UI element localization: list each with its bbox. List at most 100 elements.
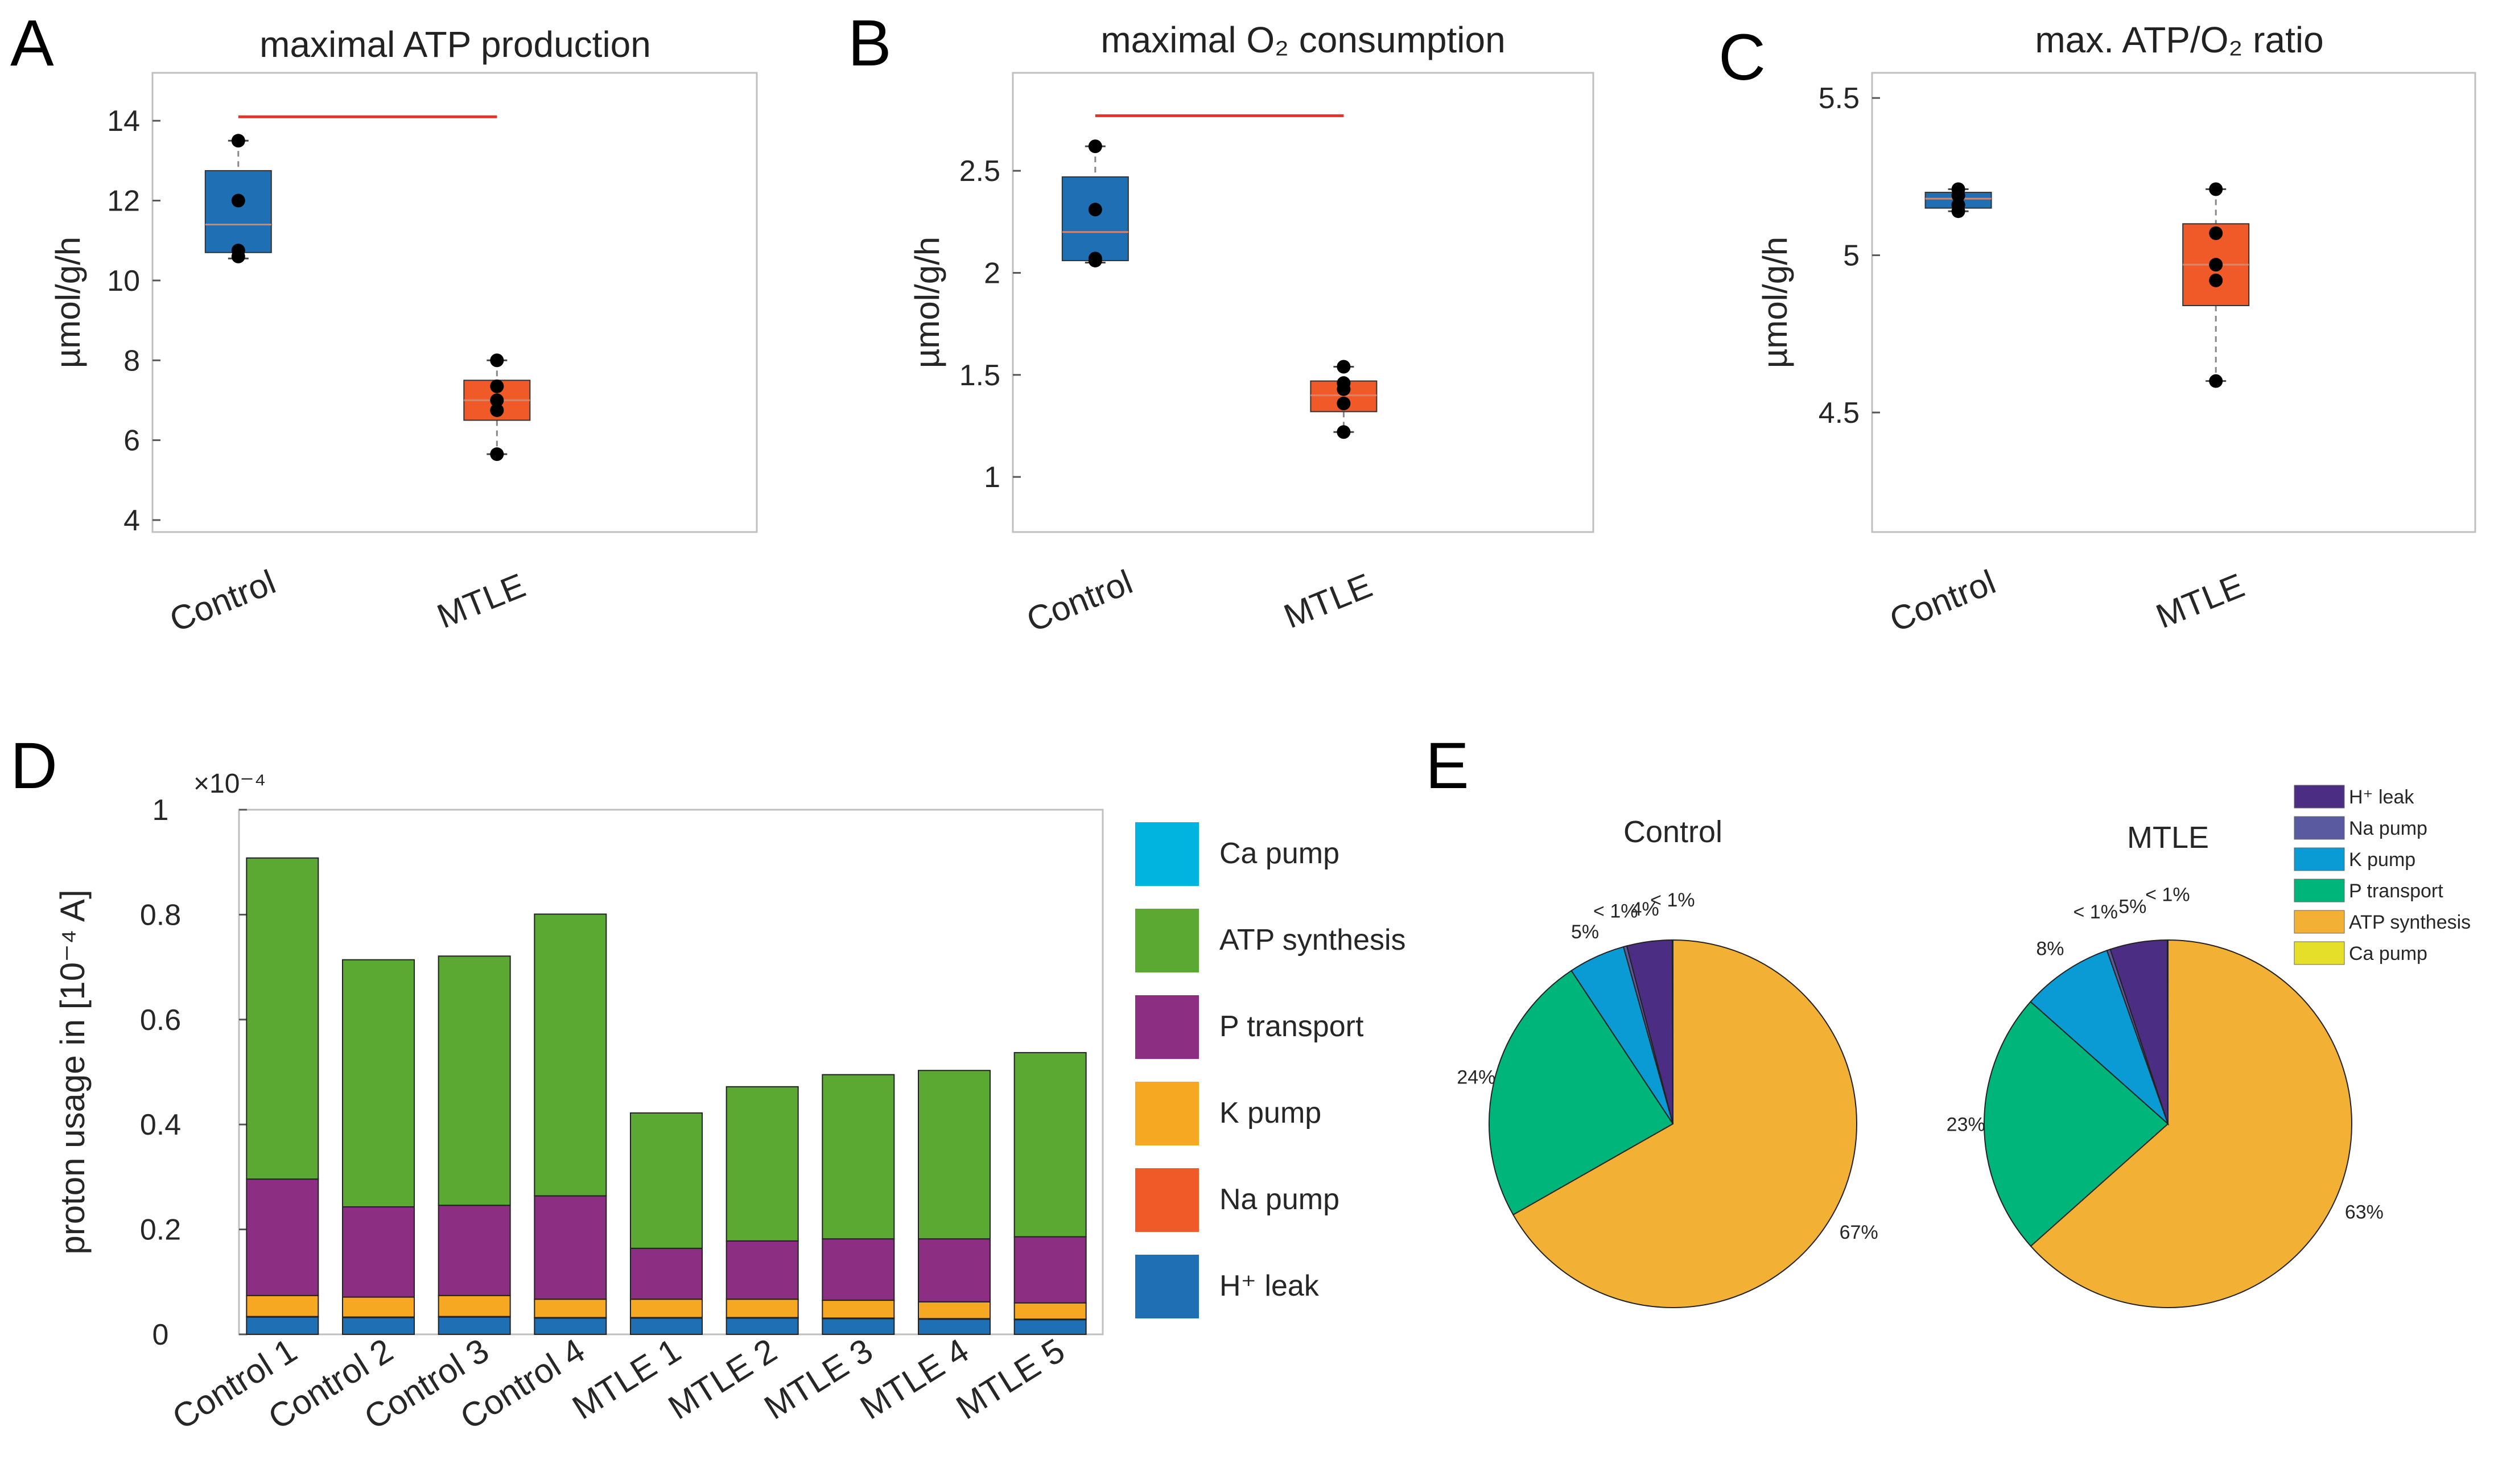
legend-swatch-h-leak bbox=[1135, 1255, 1199, 1318]
bar-segment-p-transport bbox=[725, 1240, 799, 1300]
panel-letter-b: B bbox=[848, 7, 892, 80]
x-category-label: MTLE 4 bbox=[854, 1331, 975, 1427]
data-point bbox=[1088, 203, 1102, 217]
y-tick-label: 14 bbox=[107, 105, 140, 138]
x-category-label: MTLE 5 bbox=[950, 1331, 1071, 1427]
data-point bbox=[490, 393, 504, 407]
pie-slice-label: 63% bbox=[2345, 1202, 2384, 1223]
bar-segment-p-transport bbox=[822, 1238, 895, 1301]
y-tick-label: 0.4 bbox=[140, 1108, 181, 1141]
x-category-label: Control bbox=[1885, 563, 2001, 640]
legend-label: K pump bbox=[1219, 1096, 1321, 1130]
legend-swatch-atp-synthesis bbox=[1135, 909, 1199, 972]
bar-segment-atp-synthesis bbox=[725, 1086, 799, 1242]
bar-segment-p-transport bbox=[438, 1205, 511, 1296]
y-tick-label: 0.8 bbox=[140, 898, 181, 931]
pie-legend-swatch-k-pump bbox=[2294, 847, 2345, 871]
legend-swatch-na-pump bbox=[1135, 1168, 1199, 1232]
pie-title: MTLE bbox=[2127, 821, 2209, 855]
chart-title: maximal O₂ consumption bbox=[1100, 19, 1505, 60]
plot-frame bbox=[151, 72, 758, 533]
pie-legend-label: Ca pump bbox=[2349, 943, 2427, 964]
plot-frame bbox=[1871, 72, 2476, 533]
box-control bbox=[1061, 176, 1129, 261]
legend-label: ATP synthesis bbox=[1219, 924, 1406, 957]
chart-title: maximal ATP production bbox=[259, 24, 651, 65]
bar-segment-p-transport bbox=[1013, 1236, 1087, 1304]
bar-segment-atp-synthesis bbox=[246, 857, 319, 1180]
y-tick-label: 0 bbox=[152, 1318, 169, 1351]
data-point bbox=[1337, 397, 1351, 411]
pie-slice-p-transport bbox=[1984, 1001, 2169, 1247]
y-axis-scale-note: ×10⁻⁴ bbox=[193, 769, 266, 799]
data-point bbox=[2209, 273, 2223, 287]
legend-swatch-p-transport bbox=[1135, 995, 1199, 1059]
chart-title: max. ATP/O₂ ratio bbox=[2035, 19, 2323, 60]
pie-slice-label: < 1% bbox=[2145, 884, 2190, 905]
bar-segment-h-leak bbox=[822, 1318, 895, 1335]
bar-segment-atp-synthesis bbox=[534, 913, 607, 1197]
bar-segment-p-transport bbox=[918, 1238, 991, 1302]
bar-segment-k-pump bbox=[246, 1295, 319, 1317]
panel-a-atp-production-boxplot: maximal ATP production µmol/g/h 4 6 8 10 12 14 C… bbox=[49, 24, 758, 640]
bar-segment-h-leak bbox=[630, 1317, 703, 1335]
bar-segment-p-transport bbox=[534, 1195, 607, 1300]
bar-segment-k-pump bbox=[822, 1300, 895, 1319]
data-point bbox=[2209, 226, 2223, 240]
pie-legend-swatch-na-pump bbox=[2294, 816, 2345, 840]
y-tick-label: 5 bbox=[1843, 240, 1860, 273]
data-point bbox=[1088, 253, 1102, 267]
bar-segment-atp-synthesis bbox=[822, 1074, 895, 1240]
bar-segment-h-leak bbox=[1013, 1319, 1087, 1335]
bar-segment-p-transport bbox=[246, 1178, 319, 1296]
data-point bbox=[1337, 382, 1351, 396]
pie-legend-swatch-h-leak bbox=[2294, 785, 2345, 809]
pie-legend-swatch-p-transport bbox=[2294, 879, 2345, 902]
bar-segment-atp-synthesis bbox=[342, 959, 415, 1207]
box-control bbox=[204, 170, 272, 253]
y-axis-label: µmol/g/h bbox=[908, 237, 946, 368]
legend-label: H⁺ leak bbox=[1219, 1269, 1320, 1302]
pie-slice-k-pump bbox=[2030, 950, 2170, 1126]
bar-segment-k-pump bbox=[918, 1301, 991, 1320]
plot-frame bbox=[1012, 72, 1594, 533]
pie-slice-label: < 1% bbox=[1593, 901, 1638, 922]
panel-c-atp-o2-ratio-boxplot: max. ATP/O₂ ratio µmol/g/h 4.5 5 5.5 Control M… bbox=[1756, 19, 2476, 640]
bar-segment-k-pump bbox=[725, 1298, 799, 1318]
x-category-label: MTLE bbox=[1279, 566, 1377, 636]
pie-title: Control bbox=[1623, 815, 1722, 849]
y-tick-label: 0.2 bbox=[140, 1214, 181, 1247]
data-point bbox=[1088, 139, 1102, 154]
y-tick-label: 1 bbox=[152, 794, 169, 827]
y-tick-label: 4.5 bbox=[1819, 397, 1860, 430]
data-point bbox=[231, 134, 245, 148]
x-category-label: Control bbox=[164, 563, 281, 640]
bar-segment-p-transport bbox=[342, 1206, 415, 1298]
pie-legend-label: Na pump bbox=[2349, 818, 2427, 839]
y-tick-label: 6 bbox=[123, 424, 140, 457]
data-point bbox=[231, 249, 245, 263]
legend-label: Ca pump bbox=[1219, 837, 1339, 870]
x-category-label: MTLE 2 bbox=[662, 1331, 784, 1427]
bar-segment-h-leak bbox=[342, 1317, 415, 1335]
data-point bbox=[490, 447, 504, 461]
data-point bbox=[490, 353, 504, 368]
pie-legend-swatch-ca-pump bbox=[2294, 941, 2345, 965]
pie-slice-p-transport bbox=[1489, 970, 1674, 1216]
bar-segment-atp-synthesis bbox=[438, 955, 511, 1206]
x-category-label: MTLE 1 bbox=[566, 1331, 687, 1427]
y-tick-label: 12 bbox=[107, 185, 140, 218]
y-tick-label: 5.5 bbox=[1819, 82, 1860, 115]
bar-segment-atp-synthesis bbox=[1013, 1052, 1087, 1238]
y-axis-label: µmol/g/h bbox=[49, 237, 87, 368]
data-point bbox=[231, 193, 245, 208]
x-category-label: MTLE bbox=[432, 566, 530, 636]
pie-slice-atp-synthesis bbox=[2030, 939, 2352, 1308]
panel-letter-d: D bbox=[10, 729, 57, 802]
bar-segment-p-transport bbox=[630, 1247, 703, 1300]
bar-segment-k-pump bbox=[630, 1298, 703, 1318]
data-point bbox=[1951, 188, 1965, 203]
legend-label: Na pump bbox=[1219, 1183, 1339, 1216]
pie-slice-label: 4% bbox=[1631, 898, 1659, 920]
